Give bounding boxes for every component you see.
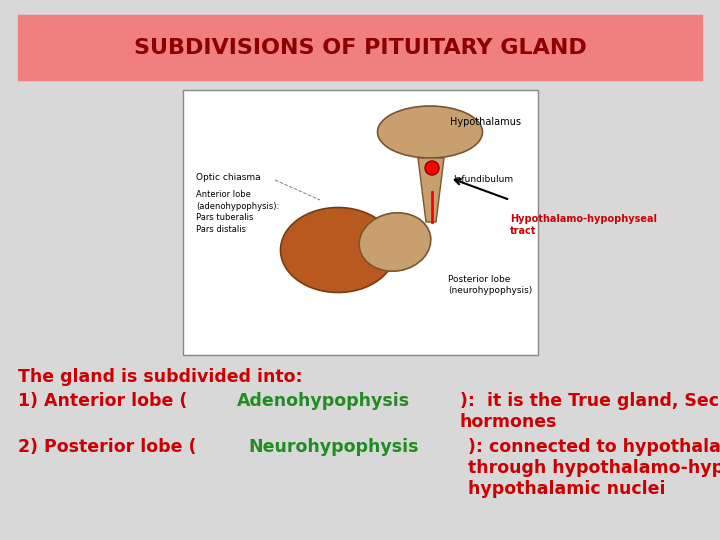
Text: Posterior lobe
(neurohypophysis): Posterior lobe (neurohypophysis) <box>448 275 532 295</box>
Ellipse shape <box>281 207 395 293</box>
Polygon shape <box>418 158 444 222</box>
Text: Hypothalamo-hypophyseal
tract: Hypothalamo-hypophyseal tract <box>510 214 657 236</box>
Text: Neurohypophysis: Neurohypophysis <box>248 438 419 456</box>
Text: Adenohypophysis: Adenohypophysis <box>237 392 410 410</box>
Text: 2) Posterior lobe (: 2) Posterior lobe ( <box>18 438 197 456</box>
Ellipse shape <box>359 213 431 271</box>
Text: The gland is subdivided into:: The gland is subdivided into: <box>18 368 302 386</box>
Circle shape <box>425 161 439 175</box>
Text: ):  it is the True gland, Secretes
hormones: ): it is the True gland, Secretes hormon… <box>460 392 720 431</box>
Text: Hypothalamus: Hypothalamus <box>450 117 521 127</box>
Text: Infundibulum: Infundibulum <box>453 176 513 185</box>
Text: Optic chiasma: Optic chiasma <box>196 172 261 181</box>
Text: SUBDIVISIONS OF PITUITARY GLAND: SUBDIVISIONS OF PITUITARY GLAND <box>134 38 586 58</box>
Text: 1) Anterior lobe (: 1) Anterior lobe ( <box>18 392 187 410</box>
Text: Anterior lobe
(adenohypophysis):
Pars tuberalis
Pars distalis: Anterior lobe (adenohypophysis): Pars tu… <box>196 190 279 234</box>
FancyBboxPatch shape <box>18 15 702 80</box>
Text: ): connected to hypothalamus
through hypothalamo-hypophyseal tract, Stores hormo: ): connected to hypothalamus through hyp… <box>468 438 720 497</box>
FancyBboxPatch shape <box>183 90 538 355</box>
Ellipse shape <box>377 106 482 158</box>
